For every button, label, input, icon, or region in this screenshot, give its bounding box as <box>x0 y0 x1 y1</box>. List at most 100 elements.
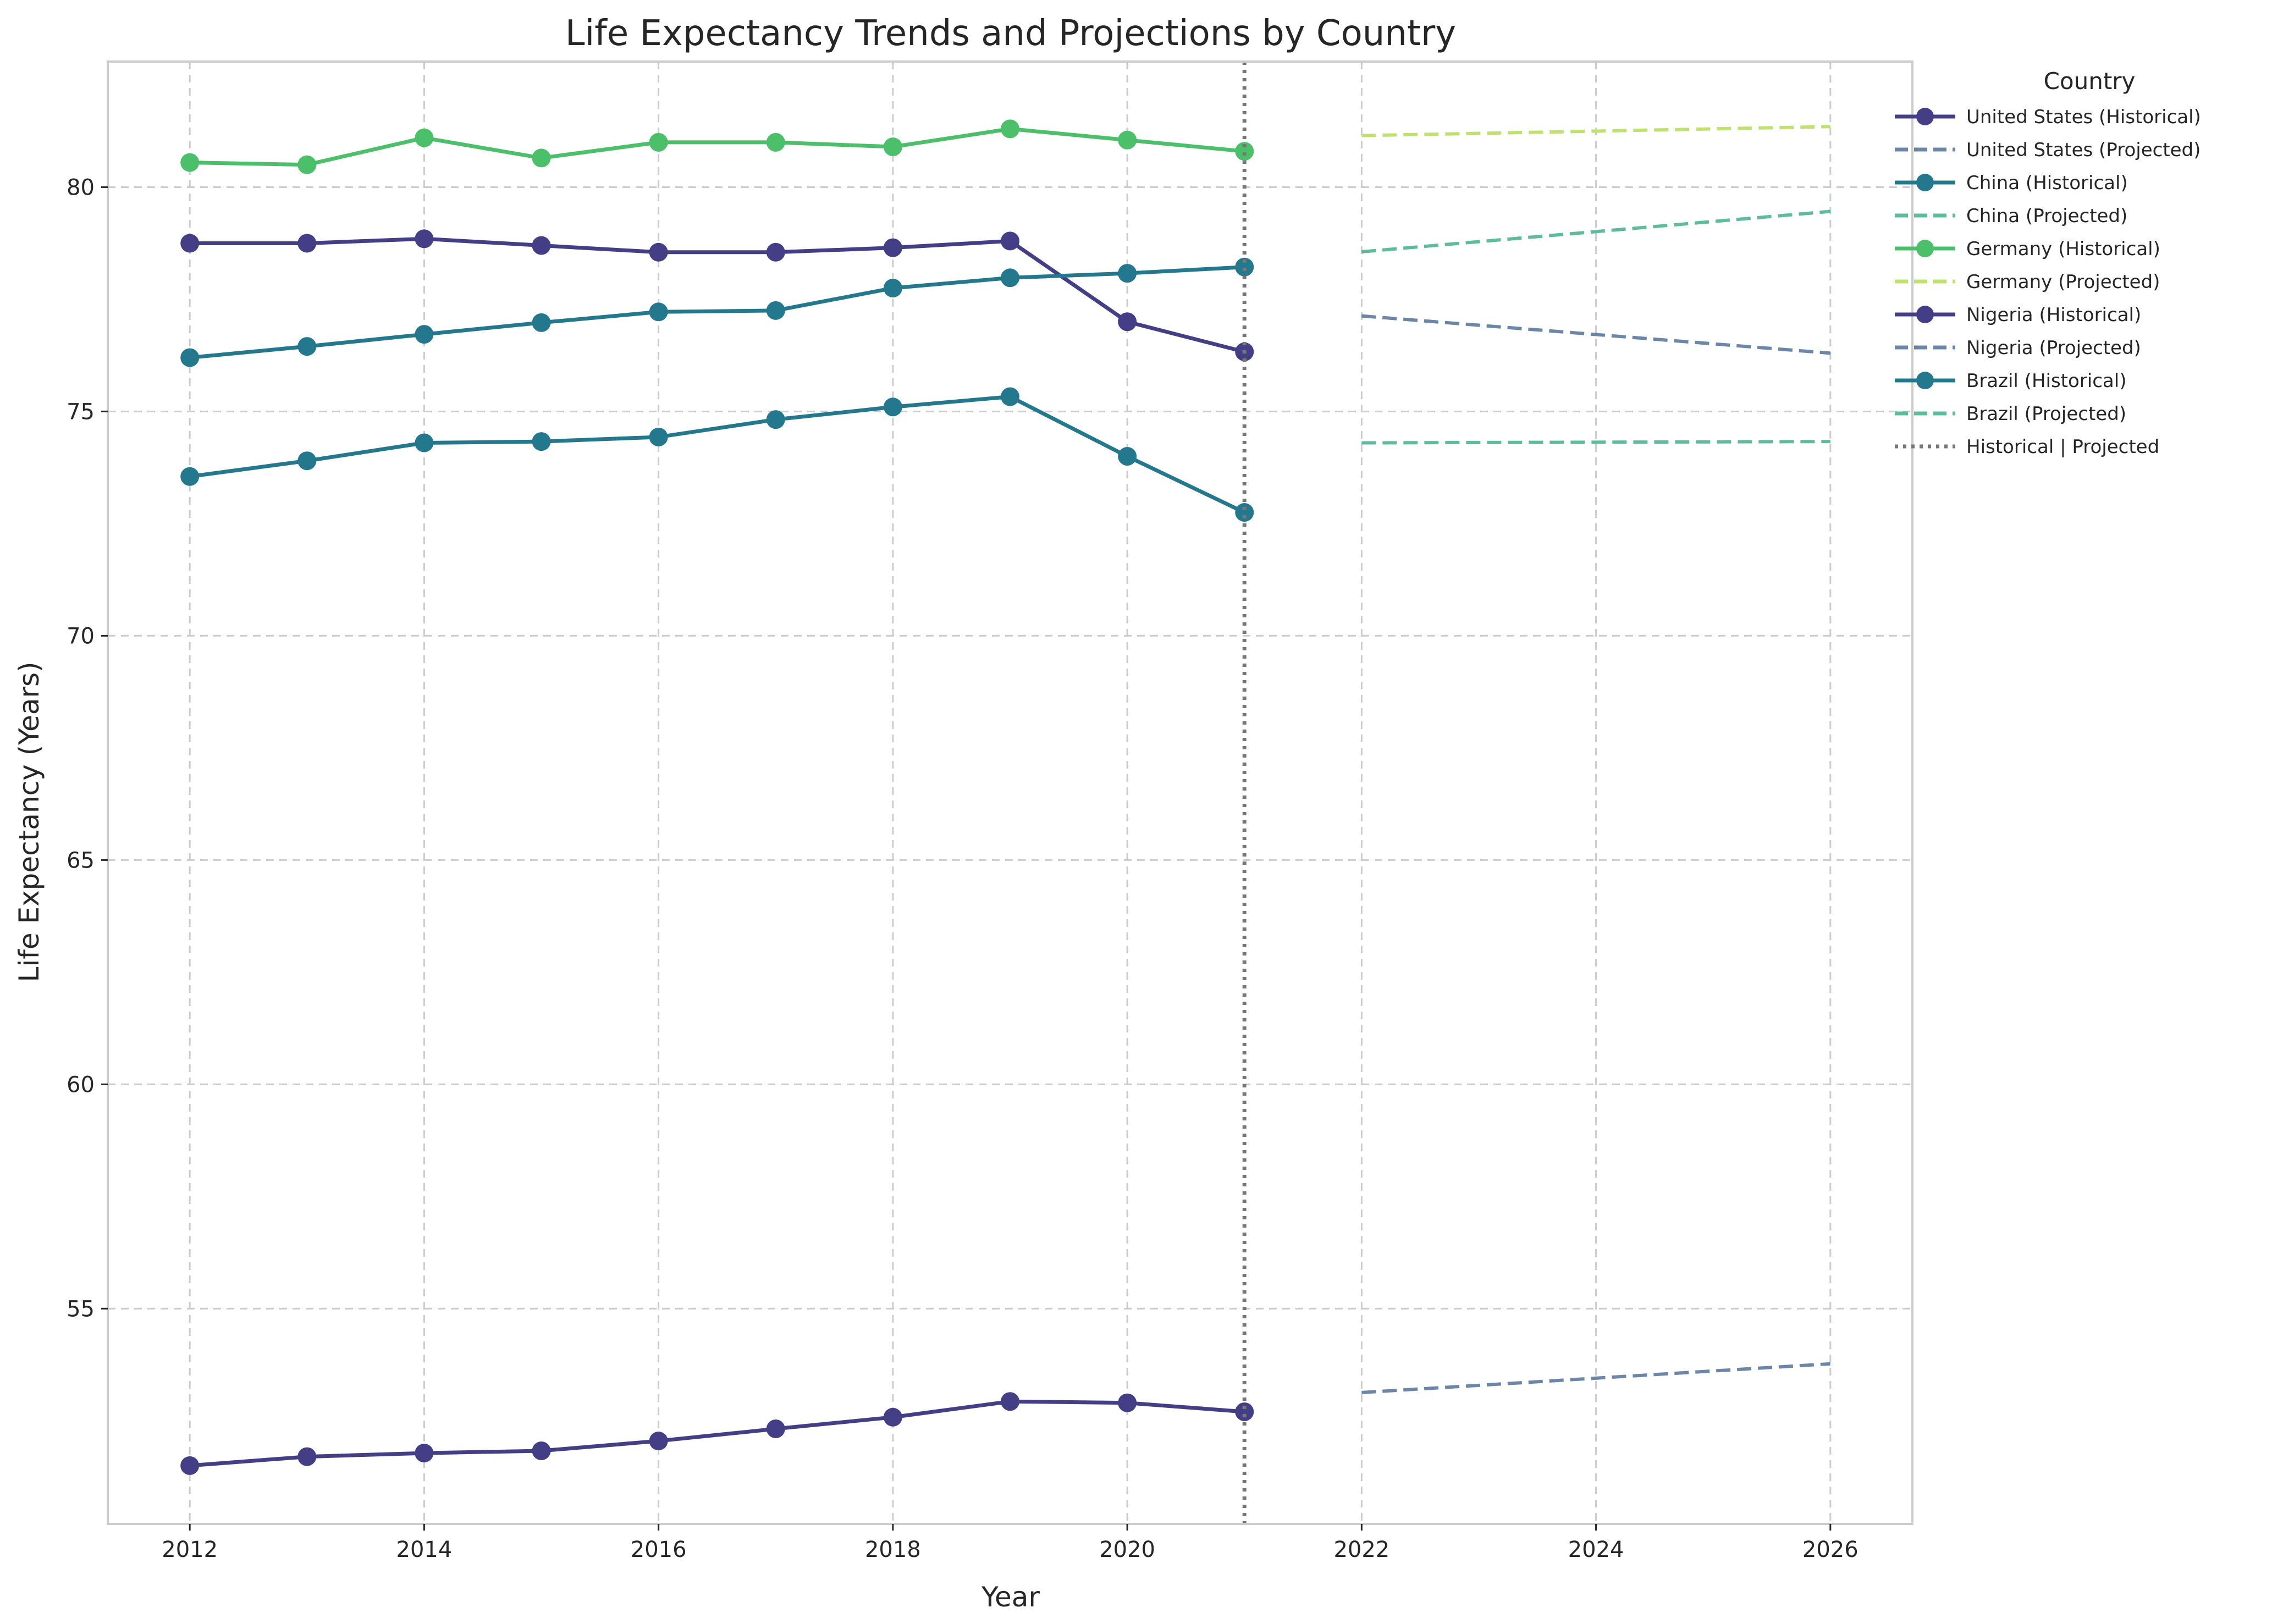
data-point <box>883 137 902 157</box>
legend-label: Historical | Projected <box>1966 436 2159 458</box>
chart-title: Life Expectancy Trends and Projections b… <box>565 13 1456 54</box>
data-point <box>1001 231 1019 251</box>
x-tick-label: 2022 <box>1333 1537 1389 1562</box>
data-point <box>297 1447 317 1466</box>
x-tick-label: 2018 <box>865 1537 921 1562</box>
series-line <box>189 1399 1245 1468</box>
legend-item: Nigeria (Projected) <box>1895 337 2141 359</box>
data-point <box>532 432 551 451</box>
data-point <box>766 410 785 429</box>
data-point <box>1001 268 1019 288</box>
x-axis-label: Year <box>981 1581 1040 1613</box>
data-point <box>1235 142 1254 161</box>
series-line <box>189 265 1245 360</box>
legend-label: Brazil (Projected) <box>1966 403 2126 425</box>
data-point <box>1118 130 1137 150</box>
x-tick-label: 2014 <box>396 1537 453 1562</box>
data-point <box>297 155 317 174</box>
data-point <box>297 337 317 356</box>
legend-item: Nigeria (Historical) <box>1895 304 2141 326</box>
data-point <box>649 1432 668 1451</box>
legend-marker <box>1916 306 1934 323</box>
y-tick-label: 60 <box>67 1072 95 1097</box>
series-line <box>190 236 1245 354</box>
data-point <box>1001 1392 1019 1411</box>
data-point <box>1235 503 1254 522</box>
legend-marker <box>1916 108 1934 125</box>
data-point <box>649 302 668 322</box>
legend-marker <box>1916 174 1934 191</box>
y-tick-label: 80 <box>67 175 95 200</box>
x-tick-label: 2026 <box>1802 1537 1859 1562</box>
data-point <box>766 132 785 152</box>
data-point <box>883 397 902 417</box>
y-tick-label: 70 <box>67 623 95 649</box>
y-tick-label: 55 <box>67 1296 95 1322</box>
legend-marker <box>1916 240 1934 257</box>
legend-item: United States (Historical) <box>1895 106 2201 128</box>
series-projected <box>1361 1362 1831 1394</box>
data-point <box>180 234 200 253</box>
legend-label: Germany (Projected) <box>1966 271 2160 293</box>
series-layer <box>180 119 1831 1475</box>
series-line <box>190 126 1245 167</box>
data-point <box>1001 119 1019 139</box>
series-line <box>1361 314 1831 355</box>
data-point <box>883 279 902 298</box>
data-point <box>883 238 902 257</box>
data-point <box>180 153 200 172</box>
series-historical <box>180 387 1254 522</box>
legend-label: Nigeria (Historical) <box>1966 304 2141 326</box>
y-tick-label: 75 <box>67 399 95 424</box>
legend: Country United States (Historical) United… <box>1895 68 2201 458</box>
legend-label: Nigeria (Projected) <box>1966 337 2141 359</box>
data-point <box>1118 447 1137 466</box>
data-point <box>1235 1402 1254 1422</box>
data-point <box>1235 257 1254 277</box>
data-point <box>532 236 551 255</box>
series-projected <box>1361 440 1830 445</box>
data-point <box>415 433 434 452</box>
x-tick-label: 2020 <box>1099 1537 1155 1562</box>
data-point <box>415 1444 434 1463</box>
x-tick-label: 2024 <box>1568 1537 1624 1562</box>
series-projected <box>1361 209 1831 253</box>
legend-label: China (Historical) <box>1966 172 2128 194</box>
data-point <box>415 128 434 147</box>
data-point <box>1001 387 1019 406</box>
data-point <box>766 242 785 262</box>
series-projected <box>1361 314 1831 355</box>
legend-title: Country <box>2044 68 2136 95</box>
legend-item: China (Historical) <box>1895 172 2128 194</box>
data-point <box>297 234 317 253</box>
data-point <box>1118 264 1137 283</box>
legend-label: Brazil (Historical) <box>1966 370 2126 392</box>
data-point <box>649 132 668 152</box>
data-point <box>415 229 434 248</box>
legend-item: Historical | Projected <box>1895 436 2159 458</box>
legend-item: Brazil (Historical) <box>1895 370 2126 392</box>
series-line <box>1361 440 1830 445</box>
legend-label: United States (Projected) <box>1966 139 2201 161</box>
series-historical <box>180 1392 1254 1475</box>
series-historical <box>180 119 1254 174</box>
data-point <box>649 427 668 446</box>
series-line <box>1361 125 1830 137</box>
series-line <box>1361 1362 1831 1394</box>
series-historical <box>180 257 1254 367</box>
legend-item: Brazil (Projected) <box>1895 403 2126 425</box>
legend-item: Germany (Historical) <box>1895 238 2160 260</box>
series-line <box>189 395 1245 515</box>
series-historical <box>180 229 1254 361</box>
legend-item: United States (Projected) <box>1895 139 2201 161</box>
legend-marker <box>1916 372 1934 389</box>
legend-item: Germany (Projected) <box>1895 271 2160 293</box>
series-projected <box>1361 125 1830 137</box>
plot-frame <box>107 60 1913 1525</box>
data-point <box>532 1441 551 1460</box>
legend-item: China (Projected) <box>1895 205 2127 227</box>
data-point <box>180 1456 200 1475</box>
legend-label: United States (Historical) <box>1966 106 2201 128</box>
axis-layer: 2012 2014 2016 2018 2020 2022 2024 2026 55 60 65 70… <box>67 175 1859 1562</box>
data-point <box>532 148 551 168</box>
